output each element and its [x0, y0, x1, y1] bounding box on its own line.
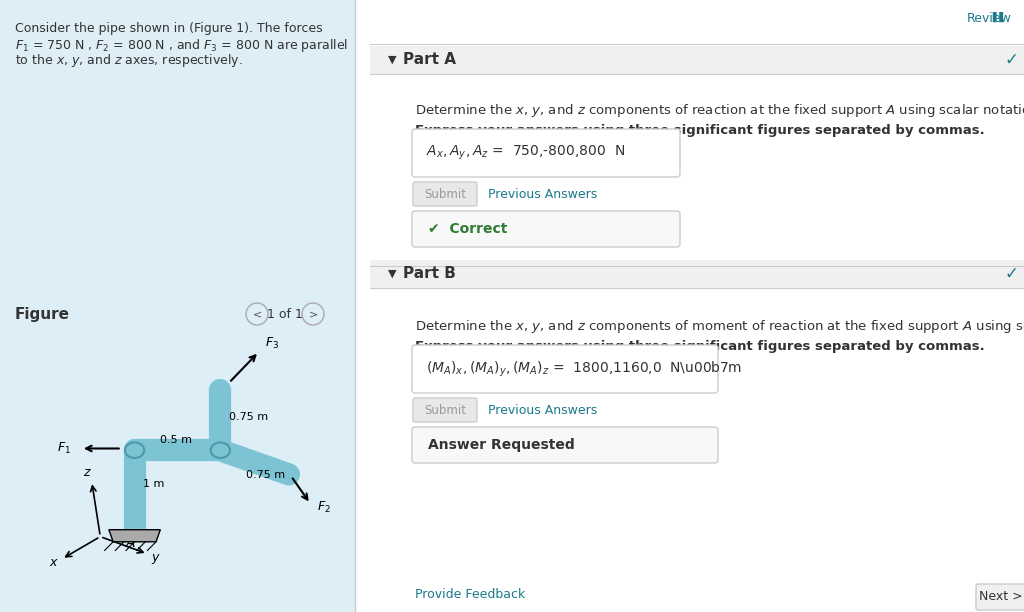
Text: $F_2$: $F_2$: [316, 499, 331, 515]
Text: $F_1$: $F_1$: [57, 441, 71, 456]
Text: 0.75 m: 0.75 m: [246, 470, 286, 480]
FancyBboxPatch shape: [976, 584, 1024, 610]
Text: Review: Review: [967, 12, 1012, 25]
Text: Submit: Submit: [424, 403, 466, 417]
Text: ✓: ✓: [1005, 265, 1018, 283]
Text: z: z: [83, 466, 90, 479]
Text: Express your answers using three significant figures separated by commas.: Express your answers using three signifi…: [415, 124, 985, 137]
Text: $F_3$: $F_3$: [265, 335, 280, 351]
FancyBboxPatch shape: [413, 182, 477, 206]
Text: 0.5 m: 0.5 m: [161, 435, 193, 446]
Text: ▼: ▼: [388, 55, 396, 65]
Text: Part A: Part A: [403, 53, 456, 67]
Text: $(M_A)_x, (M_A)_y, (M_A)_z$ =  1800,1160,0  N\u00b7m: $(M_A)_x, (M_A)_y, (M_A)_z$ = 1800,1160,…: [426, 359, 741, 379]
Text: ✓: ✓: [1005, 51, 1018, 69]
Text: Answer Requested: Answer Requested: [428, 438, 574, 452]
Polygon shape: [109, 530, 161, 542]
FancyBboxPatch shape: [370, 46, 1024, 74]
Circle shape: [125, 442, 144, 458]
FancyBboxPatch shape: [413, 398, 477, 422]
FancyBboxPatch shape: [412, 345, 718, 393]
Text: $A_x, A_y, A_z$ =  750,-800,800  N: $A_x, A_y, A_z$ = 750,-800,800 N: [426, 144, 626, 162]
Text: 1 m: 1 m: [143, 479, 165, 488]
Circle shape: [211, 442, 230, 458]
Text: to the $x$, $y$, and $z$ axes, respectively.: to the $x$, $y$, and $z$ axes, respectiv…: [15, 52, 243, 69]
Text: Figure: Figure: [15, 307, 70, 322]
Text: ▼: ▼: [388, 269, 396, 279]
Text: x: x: [49, 556, 56, 569]
Text: Determine the $x$, $y$, and $z$ components of reaction at the fixed support $\ma: Determine the $x$, $y$, and $z$ componen…: [415, 102, 1024, 119]
Text: <: <: [252, 309, 261, 319]
Text: 1 of 1: 1 of 1: [267, 307, 303, 321]
Text: ✔  Correct: ✔ Correct: [428, 222, 507, 236]
Text: Determine the $x$, $y$, and $z$ components of moment of reaction at the fixed su: Determine the $x$, $y$, and $z$ componen…: [415, 318, 1024, 335]
Text: A: A: [126, 536, 135, 550]
FancyBboxPatch shape: [0, 0, 355, 612]
FancyBboxPatch shape: [370, 260, 1024, 288]
Text: Previous Answers: Previous Answers: [488, 187, 597, 201]
Text: Submit: Submit: [424, 187, 466, 201]
Text: Provide Feedback: Provide Feedback: [415, 588, 525, 600]
Text: $F_1$ = 750 N , $F_2$ = 800 N , and $F_3$ = 800 N are parallel: $F_1$ = 750 N , $F_2$ = 800 N , and $F_3…: [15, 37, 348, 54]
Text: y: y: [152, 551, 159, 564]
Text: Consider the pipe shown in (Figure 1). The forces: Consider the pipe shown in (Figure 1). T…: [15, 22, 323, 35]
FancyBboxPatch shape: [412, 129, 680, 177]
Text: Part B: Part B: [403, 266, 456, 282]
Text: Next >: Next >: [979, 591, 1023, 603]
FancyBboxPatch shape: [412, 427, 718, 463]
Text: 0.75 m: 0.75 m: [229, 412, 268, 422]
Text: >: >: [308, 309, 317, 319]
Text: Previous Answers: Previous Answers: [488, 403, 597, 417]
FancyBboxPatch shape: [412, 211, 680, 247]
Text: Express your answers using three significant figures separated by commas.: Express your answers using three signifi…: [415, 340, 985, 353]
Text: ▐▐: ▐▐: [988, 12, 1002, 22]
